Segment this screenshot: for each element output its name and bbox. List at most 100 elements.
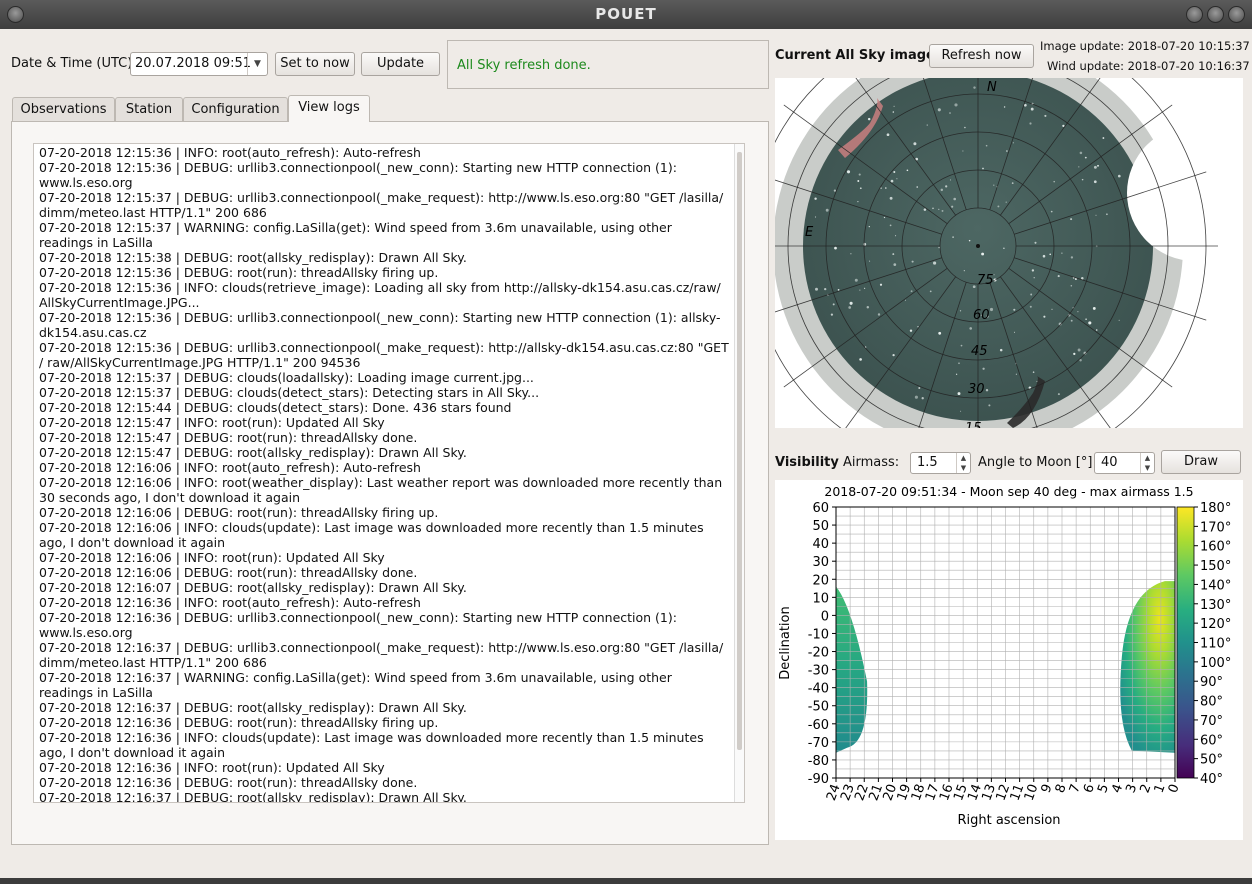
airmass-spinbox[interactable]: 1.5 ▲ ▼ [910, 452, 971, 474]
tab-station[interactable]: Station [115, 97, 183, 121]
draw-button[interactable]: Draw [1161, 450, 1241, 474]
log-line: 07-20-2018 12:15:37 | DEBUG: urllib3.con… [39, 190, 728, 220]
star [926, 124, 928, 126]
x-tick-label: 0 [1166, 782, 1183, 795]
tab-observations[interactable]: Observations [12, 97, 115, 121]
log-line: 07-20-2018 12:16:36 | INFO: root(auto_re… [39, 595, 421, 610]
close-icon[interactable] [1228, 6, 1245, 23]
visibility-region-right [1120, 581, 1175, 753]
star [1013, 308, 1016, 311]
star [814, 197, 817, 200]
star [1092, 306, 1096, 310]
maximize-icon[interactable] [1207, 6, 1224, 23]
star [968, 239, 971, 242]
airmass-value: 1.5 [917, 455, 938, 470]
colorbar-tick-label: 90° [1200, 675, 1223, 690]
spin-up-icon[interactable]: ▲ [1140, 453, 1154, 463]
datetime-combo[interactable]: 20.07.2018 09:51 ▼ [130, 52, 268, 76]
star [909, 329, 913, 332]
log-line: 07-20-2018 12:15:47 | DEBUG: root(run): … [39, 430, 418, 445]
azimuth-line [1008, 268, 1173, 388]
colorbar-tick-label: 100° [1200, 656, 1231, 671]
x-tick-label: 20 [881, 782, 901, 803]
log-line: 07-20-2018 12:16:06 | INFO: root(run): U… [39, 550, 385, 565]
x-tick-label: 13 [979, 782, 999, 803]
star [1030, 107, 1034, 111]
star [938, 246, 941, 249]
minimize-icon[interactable] [1186, 6, 1203, 23]
star [825, 208, 829, 212]
azimuth-line [989, 78, 1034, 210]
star [972, 285, 976, 289]
star [980, 314, 982, 316]
star [1043, 315, 1046, 318]
star [833, 189, 837, 192]
star [1036, 380, 1038, 382]
spin-up-icon[interactable]: ▲ [956, 453, 970, 463]
star [869, 260, 871, 262]
star [952, 236, 954, 238]
star [1029, 122, 1032, 125]
x-tick-label: 15 [951, 782, 971, 803]
star [993, 184, 995, 186]
chart-title: 2018-07-20 09:51:34 - Moon sep 40 deg - … [824, 484, 1193, 499]
star [1050, 210, 1053, 213]
chevron-down-icon[interactable]: ▼ [247, 53, 267, 75]
star [1088, 321, 1092, 325]
star [1077, 311, 1079, 313]
log-line: 07-20-2018 12:15:44 | DEBUG: clouds(dete… [39, 400, 512, 415]
log-line: 07-20-2018 12:15:37 | DEBUG: clouds(load… [39, 370, 534, 385]
tab-view-logs[interactable]: View logs [288, 95, 370, 122]
star [957, 392, 961, 396]
star [1005, 150, 1008, 152]
x-tick-label: 21 [866, 782, 886, 803]
tab-configuration[interactable]: Configuration [183, 97, 288, 121]
star [1058, 322, 1062, 326]
star [859, 289, 861, 291]
star [848, 306, 852, 309]
star [883, 216, 886, 219]
y-tick-label: -60 [808, 718, 829, 733]
window-menu-icon[interactable] [7, 6, 24, 23]
star [993, 274, 995, 276]
log-view[interactable]: 07-20-2018 12:15:36 | INFO: root(auto_re… [33, 143, 745, 803]
star [951, 205, 954, 208]
star [1015, 373, 1018, 375]
star [1102, 137, 1105, 139]
log-line: 07-20-2018 12:15:36 | DEBUG: urllib3.con… [39, 160, 681, 190]
set-to-now-button[interactable]: Set to now [275, 52, 355, 76]
star [868, 225, 870, 228]
y-tick-label: -40 [808, 682, 829, 697]
y-tick-label: 40 [812, 537, 829, 552]
star [1079, 151, 1083, 155]
star [857, 200, 859, 203]
star [834, 246, 837, 250]
star [1118, 319, 1120, 321]
colorbar-ticks: 180° 170° 160° 150° 140° 130° 120° 110° 100° 90° 8… [1194, 501, 1231, 787]
star [949, 179, 952, 181]
spin-down-icon[interactable]: ▼ [956, 463, 970, 473]
star [1032, 371, 1035, 373]
moon-angle-label: Angle to Moon [°]: [978, 455, 1097, 470]
log-line: 07-20-2018 12:15:47 | INFO: root(run): U… [39, 415, 385, 430]
log-line: 07-20-2018 12:16:36 | DEBUG: root(run): … [39, 775, 418, 790]
update-button[interactable]: Update [361, 52, 440, 76]
colorbar-tick-label: 130° [1200, 598, 1231, 613]
stars [814, 86, 1121, 412]
refresh-now-button[interactable]: Refresh now [929, 44, 1034, 68]
y-tick-label: 50 [812, 519, 829, 534]
spin-down-icon[interactable]: ▼ [1140, 463, 1154, 473]
alt-label-30: 30 [968, 382, 985, 397]
star [893, 170, 896, 174]
azimuth-line [1014, 171, 1207, 235]
moon-angle-spinbox[interactable]: 40 ▲ ▼ [1094, 452, 1155, 474]
scrollbar-thumb[interactable] [737, 152, 742, 750]
star [964, 126, 966, 129]
star [1070, 218, 1073, 221]
star [1079, 359, 1082, 362]
star [989, 307, 994, 312]
star [889, 196, 893, 200]
y-tick-label: 60 [812, 501, 829, 516]
star [866, 306, 870, 309]
log-scrollbar[interactable] [734, 144, 744, 802]
